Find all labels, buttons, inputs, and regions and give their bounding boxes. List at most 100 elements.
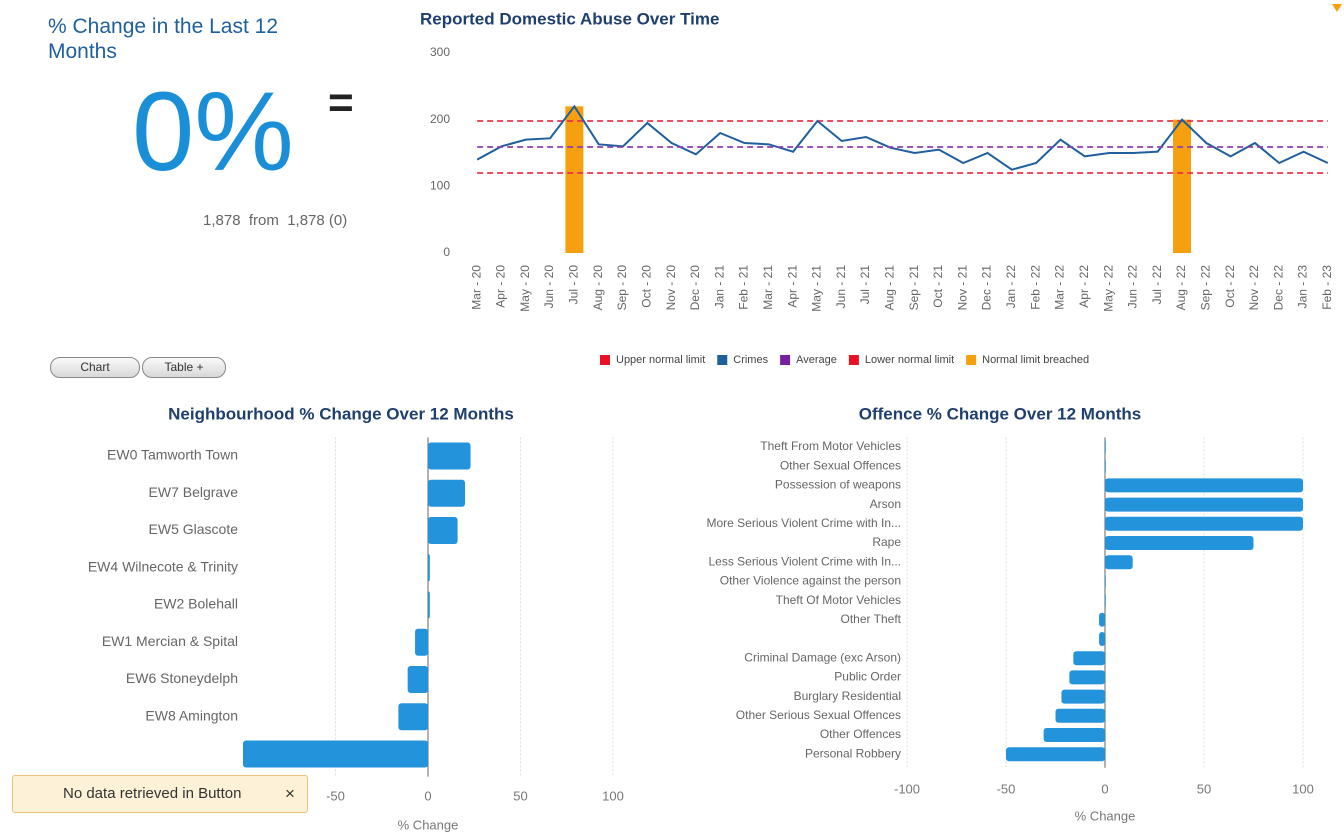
- category-label: More Serious Violent Crime with In...: [706, 516, 901, 530]
- category-label: EW5 Glascote: [149, 521, 239, 537]
- bar: [1105, 478, 1303, 493]
- table-button[interactable]: Table +: [142, 357, 226, 378]
- legend-swatch: [600, 355, 610, 365]
- legend-swatch: [780, 355, 791, 365]
- x-tick-label: Nov - 21: [955, 265, 969, 311]
- x-tick-label: Apr - 22: [1077, 265, 1091, 308]
- breach-bar: [565, 106, 584, 253]
- chart-button[interactable]: Chart: [50, 357, 140, 378]
- bar: [407, 666, 428, 693]
- legend-label: Average: [796, 354, 837, 366]
- y-tick-label: 200: [430, 112, 450, 126]
- x-tick-label: -100: [894, 781, 920, 796]
- kpi-value: 0%: [132, 69, 294, 194]
- category-label: Theft From Motor Vehicles: [760, 439, 901, 453]
- x-tick-label: Sep - 21: [907, 265, 921, 311]
- toast-close[interactable]: ×: [285, 784, 295, 803]
- category-label: Less Serious Violent Crime with In...: [708, 554, 901, 568]
- x-tick-label: Aug - 22: [1174, 265, 1188, 311]
- bar: [428, 479, 465, 507]
- x-tick-label: 50: [1197, 781, 1211, 796]
- x-tick-label: Jan - 22: [1004, 265, 1018, 309]
- category-label: EW1 Mercian & Spital: [102, 633, 238, 649]
- corner-marker: [1332, 4, 1342, 12]
- x-axis-label: % Change: [398, 817, 459, 832]
- legend-label: Lower normal limit: [865, 354, 954, 366]
- x-tick-label: Jun - 22: [1126, 265, 1140, 309]
- bar: [1105, 555, 1133, 570]
- category-label: Rape: [872, 535, 901, 549]
- category-label: Personal Robbery: [805, 746, 901, 760]
- category-label: EW2 Bolehall: [154, 596, 238, 612]
- chart-title: Reported Domestic Abuse Over Time: [420, 9, 719, 28]
- x-tick-label: Nov - 20: [664, 265, 678, 311]
- x-tick-label: Mar - 22: [1053, 265, 1067, 310]
- category-label: Other Violence against the person: [720, 574, 901, 588]
- category-label: EW6 Stoneydelph: [126, 670, 238, 686]
- x-tick-label: Oct - 21: [931, 265, 945, 308]
- legend-swatch: [966, 355, 977, 365]
- bar: [1099, 612, 1105, 627]
- bar: [1006, 747, 1105, 762]
- breach-bar: [1173, 119, 1192, 254]
- x-tick-label: Sep - 22: [1198, 265, 1212, 311]
- kpi-trend: =: [328, 78, 354, 127]
- x-tick-label: Jun - 20: [542, 265, 556, 309]
- bar: [1061, 689, 1105, 704]
- x-tick-label: Dec - 21: [980, 265, 994, 311]
- x-tick-label: Apr - 21: [785, 265, 799, 308]
- bar: [398, 703, 428, 731]
- bar: [428, 554, 430, 582]
- x-tick-label: 100: [602, 788, 624, 803]
- x-tick-label: Jul - 20: [567, 265, 581, 305]
- bar: [428, 442, 471, 470]
- bar: [1105, 574, 1106, 589]
- x-tick-label: 50: [513, 788, 527, 803]
- x-tick-label: Jul - 22: [1150, 265, 1164, 305]
- x-tick-label: 100: [1292, 781, 1314, 796]
- x-tick-label: Sep - 20: [615, 265, 629, 311]
- category-label: Public Order: [834, 670, 901, 684]
- bar: [428, 591, 430, 619]
- category-label: EW8 Amington: [145, 707, 238, 723]
- category-label: Other Sexual Offences: [780, 458, 901, 472]
- category-label: Possession of weapons: [775, 478, 901, 492]
- bar: [243, 740, 428, 768]
- kpi-detail: 1,878 from 1,878 (0): [203, 212, 348, 229]
- bar: [415, 628, 428, 656]
- legend-swatch: [717, 355, 728, 365]
- x-tick-label: Aug - 20: [591, 265, 605, 311]
- x-tick-label: Aug - 21: [883, 265, 897, 311]
- legend-label: Crimes: [733, 354, 768, 366]
- kpi-title: % Change in the Last 12 Months: [48, 15, 278, 63]
- x-tick-label: Oct - 22: [1223, 265, 1237, 308]
- x-tick-label: Jun - 21: [834, 265, 848, 309]
- x-tick-label: May - 22: [1101, 265, 1115, 312]
- legend-label: Upper normal limit: [616, 354, 705, 366]
- x-tick-label: Dec - 22: [1271, 265, 1285, 311]
- x-tick-label: -50: [997, 781, 1016, 796]
- legend-swatch: [848, 355, 859, 365]
- bar: [1055, 708, 1105, 723]
- chart-title: Neighbourhood % Change Over 12 Months: [168, 404, 514, 423]
- category-label: EW7 Belgrave: [149, 484, 239, 500]
- x-tick-label: Feb - 23: [1320, 265, 1334, 310]
- bar: [1073, 651, 1105, 666]
- bar: [1043, 728, 1105, 742]
- category-label: Theft Of Motor Vehicles: [776, 593, 901, 607]
- x-tick-label: 0: [1101, 781, 1108, 796]
- legend-label: Normal limit breached: [982, 354, 1089, 366]
- x-tick-label: May - 21: [810, 265, 824, 312]
- bar: [1099, 632, 1105, 646]
- bar: [1069, 670, 1105, 685]
- chart-title: Offence % Change Over 12 Months: [859, 404, 1141, 423]
- x-tick-label: Feb - 21: [737, 265, 751, 310]
- category-label: Burglary Residential: [794, 689, 901, 703]
- category-label: EW0 Tamworth Town: [107, 447, 238, 463]
- x-tick-label: Oct - 20: [639, 265, 653, 308]
- bar: [1105, 516, 1303, 531]
- x-axis-label: % Change: [1075, 808, 1136, 823]
- y-tick-label: 300: [430, 45, 450, 59]
- toast-message: No data retrieved in Button: [63, 785, 242, 802]
